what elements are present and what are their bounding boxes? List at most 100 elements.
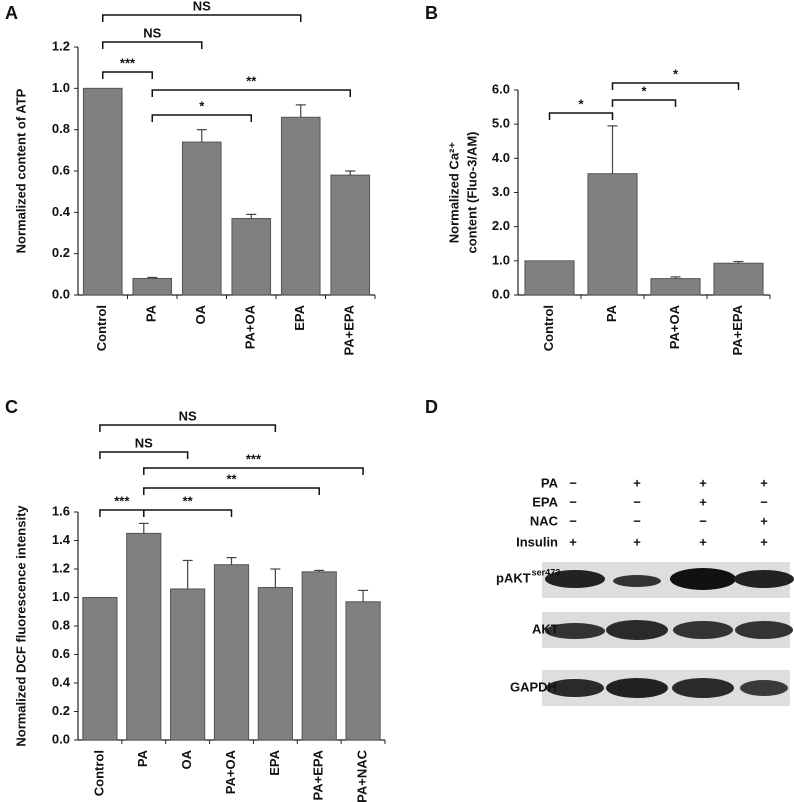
blot-band	[740, 680, 788, 696]
bar	[524, 260, 575, 296]
significance-bracket	[611, 82, 740, 90]
error-bar	[345, 170, 356, 176]
error-bar	[314, 569, 325, 572]
significance-label: ***	[120, 55, 136, 70]
y-tick-label: 1.2	[52, 38, 70, 53]
treatment-mark: +	[760, 475, 768, 490]
y-tick-label: 0.2	[52, 245, 70, 260]
treatment-mark: +	[699, 534, 707, 549]
y-tick-label: 1.2	[52, 560, 70, 575]
error-bar	[147, 276, 158, 279]
band-label: GAPDH	[510, 679, 557, 694]
significance-bracket	[102, 71, 153, 79]
y-tick-label: 0.4	[52, 204, 71, 219]
y-tick-label: 0.4	[52, 674, 71, 689]
x-tick-label: EPA	[292, 304, 307, 330]
panel-label: A	[5, 3, 18, 23]
y-tick-label: 0.8	[52, 617, 70, 632]
significance-label: **	[183, 493, 194, 508]
error-bar	[182, 559, 193, 589]
y-tick-label: 4.0	[492, 150, 510, 165]
treatment-mark: −	[569, 475, 577, 490]
bar	[301, 571, 337, 741]
x-tick-label: PA	[144, 304, 159, 322]
significance-bracket	[143, 487, 320, 495]
bar	[132, 277, 173, 296]
bar	[713, 262, 764, 296]
significance-bracket	[143, 467, 364, 475]
blot-band	[735, 621, 793, 639]
error-bar	[295, 104, 306, 118]
x-tick-label: PA+NAC	[355, 749, 370, 802]
x-tick-label: PA+EPA	[730, 304, 745, 355]
bar	[330, 174, 371, 296]
y-tick-label: 1.0	[492, 252, 510, 267]
error-bar	[138, 522, 149, 534]
bar	[650, 278, 701, 296]
blot-band	[613, 575, 661, 587]
bar	[82, 87, 123, 296]
bar	[181, 141, 222, 296]
y-tick-label: 0.6	[52, 646, 70, 661]
significance-label: ***	[114, 493, 130, 508]
bar	[345, 601, 381, 741]
significance-bracket	[143, 509, 233, 517]
y-axis-label: Normalized content of ATP	[13, 88, 28, 253]
treatment-mark: +	[569, 534, 577, 549]
x-tick-label: OA	[193, 304, 208, 324]
significance-bracket	[151, 114, 252, 122]
x-tick-label: PA+EPA	[311, 749, 326, 800]
error-bar	[270, 568, 281, 588]
bar	[82, 597, 118, 741]
x-tick-label: EPA	[267, 749, 282, 775]
blot-band	[606, 620, 668, 640]
x-tick-label: PA+OA	[243, 304, 258, 349]
treatment-mark: +	[633, 534, 641, 549]
y-tick-label: 0.0	[52, 731, 70, 746]
blot-band	[546, 679, 604, 697]
significance-bracket	[611, 99, 677, 107]
y-axis-label: Normalized Ca²⁺	[446, 142, 461, 244]
error-bar	[246, 213, 257, 219]
treatment-mark: −	[569, 494, 577, 509]
bar	[587, 173, 638, 296]
treatment-mark: +	[699, 494, 707, 509]
y-tick-label: 0.8	[52, 121, 70, 136]
panel-label: C	[5, 397, 18, 417]
blot-band	[606, 678, 668, 698]
bar	[170, 588, 206, 741]
y-tick-label: 1.4	[52, 532, 71, 547]
y-tick-label: 3.0	[492, 184, 510, 199]
x-tick-label: PA	[604, 304, 619, 322]
y-tick-label: 0.0	[52, 286, 70, 301]
y-axis-label: content (Fluo-3/AM)	[464, 131, 479, 253]
y-tick-label: 0.2	[52, 703, 70, 718]
x-tick-label: Control	[94, 305, 109, 351]
x-tick-label: PA+OA	[667, 304, 682, 349]
panel-label: D	[425, 397, 438, 417]
bar	[213, 564, 250, 741]
treatment-mark: −	[699, 513, 707, 528]
treatment-label: PA	[541, 475, 559, 490]
x-tick-label: OA	[179, 749, 194, 769]
band-label: pAKT	[496, 570, 531, 585]
treatment-mark: −	[760, 494, 768, 509]
treatment-label: Insulin	[516, 534, 558, 549]
y-tick-label: 5.0	[492, 116, 510, 131]
treatment-mark: +	[760, 534, 768, 549]
significance-label: ***	[246, 451, 262, 466]
significance-label: NS	[179, 408, 197, 423]
y-tick-label: 0.0	[492, 286, 510, 301]
band-superscript: ser473	[532, 567, 561, 577]
y-tick-label: 1.0	[52, 80, 70, 95]
x-tick-label: PA+OA	[223, 749, 238, 794]
blot-band	[673, 621, 733, 639]
treatment-mark: +	[760, 513, 768, 528]
significance-bracket	[99, 451, 189, 459]
significance-label: **	[226, 471, 237, 486]
y-tick-label: 6.0	[492, 81, 510, 96]
y-tick-label: 1.6	[52, 503, 70, 518]
significance-label: *	[578, 96, 584, 111]
significance-label: NS	[143, 25, 161, 40]
